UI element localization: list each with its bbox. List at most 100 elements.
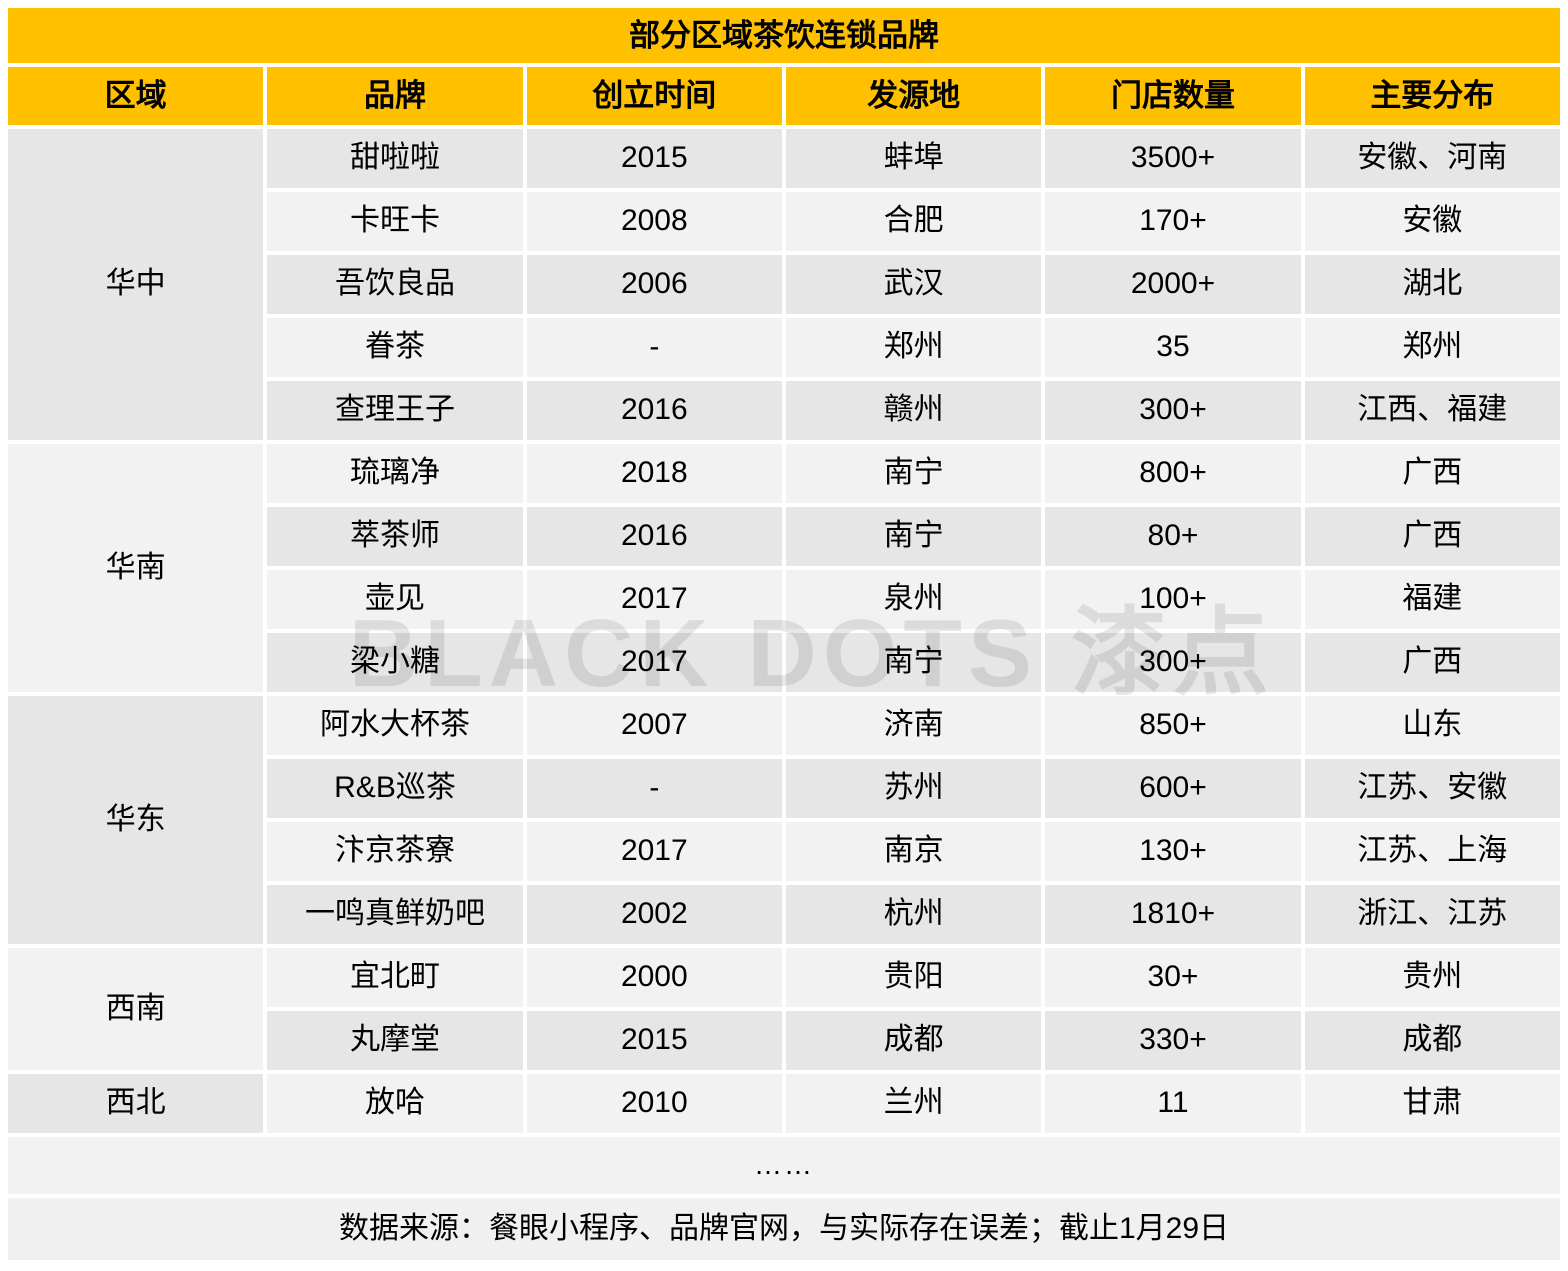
- region-cell-huanan: 华南: [8, 444, 264, 692]
- origin-cell: 蚌埠: [785, 129, 1042, 188]
- data-source-note: 数据来源：餐眼小程序、品牌官网，与实际存在误差；截止1月29日: [8, 1198, 1560, 1260]
- founded-cell: 2015: [526, 129, 782, 188]
- distribution-cell: 江苏、安徽: [1304, 759, 1560, 818]
- brand-cell: 放哈: [267, 1074, 523, 1133]
- distribution-cell: 广西: [1304, 444, 1560, 503]
- founded-cell: 2000: [526, 948, 782, 1007]
- region-cell-xibei: 西北: [8, 1074, 264, 1133]
- brand-cell: 梁小糖: [267, 633, 523, 692]
- table-row: 西南 宜北町 2000 贵阳 30+ 贵州: [8, 948, 1560, 1070]
- founded-cell: 2006: [526, 255, 782, 314]
- origin-cell: 南宁: [785, 444, 1042, 503]
- founded-cell: 2016: [526, 381, 782, 440]
- origin-cell: 杭州: [785, 885, 1042, 944]
- origin-cell: 南宁: [785, 633, 1042, 692]
- stores-cell: 1810+: [1045, 885, 1301, 944]
- origin-cell: 济南: [785, 696, 1042, 755]
- origin-cell: 合肥: [785, 192, 1042, 251]
- table-row: R&B巡茶 - 苏州 600+ 江苏、安徽: [8, 759, 1560, 818]
- table-row: 吾饮良品 2006 武汉 2000+ 湖北: [8, 255, 1560, 314]
- origin-cell: 南宁: [785, 507, 1042, 566]
- distribution-cell: 江苏、上海: [1304, 822, 1560, 881]
- founded-cell: -: [526, 318, 782, 377]
- founded-cell: 2015: [526, 1011, 782, 1070]
- distribution-cell: 山东: [1304, 696, 1560, 755]
- origin-cell: 成都: [785, 1011, 1042, 1070]
- distribution-cell: 浙江、江苏: [1304, 885, 1560, 944]
- source-row: 数据来源：餐眼小程序、品牌官网，与实际存在误差；截止1月29日: [8, 1198, 1560, 1260]
- table-title: 部分区域茶饮连锁品牌: [8, 8, 1560, 63]
- table-row: 汴京茶寮 2017 南京 130+ 江苏、上海: [8, 822, 1560, 881]
- founded-cell: 2018: [526, 444, 782, 503]
- origin-cell: 贵阳: [785, 948, 1042, 1007]
- distribution-cell: 贵州: [1304, 948, 1560, 1007]
- founded-cell: 2002: [526, 885, 782, 944]
- founded-cell: 2016: [526, 507, 782, 566]
- table-row: 华东 阿水大杯茶 2007 济南 850+ 山东: [8, 696, 1560, 944]
- table-row: 华南 琉璃净 2018 南宁 800+ 广西: [8, 444, 1560, 692]
- origin-cell: 南京: [785, 822, 1042, 881]
- origin-cell: 苏州: [785, 759, 1042, 818]
- founded-cell: 2017: [526, 633, 782, 692]
- brand-cell: 宜北町: [267, 948, 523, 1007]
- column-header-row: 区域 品牌 创立时间 发源地 门店数量 主要分布: [8, 67, 1560, 125]
- stores-cell: 170+: [1045, 192, 1301, 251]
- table-row: 眷茶 - 郑州 35 郑州: [8, 318, 1560, 377]
- origin-cell: 赣州: [785, 381, 1042, 440]
- origin-cell: 武汉: [785, 255, 1042, 314]
- stores-cell: 850+: [1045, 696, 1301, 755]
- founded-cell: 2010: [526, 1074, 782, 1133]
- stores-cell: 80+: [1045, 507, 1301, 566]
- brand-cell: 琉璃净: [267, 444, 523, 503]
- origin-cell: 泉州: [785, 570, 1042, 629]
- distribution-cell: 安徽: [1304, 192, 1560, 251]
- ellipsis-text: ……: [8, 1137, 1560, 1194]
- column-header-region: 区域: [8, 67, 264, 125]
- table-row: 西北 放哈 2010 兰州 11 甘肃: [8, 1074, 1560, 1133]
- stores-cell: 130+: [1045, 822, 1301, 881]
- stores-cell: 35: [1045, 318, 1301, 377]
- distribution-cell: 成都: [1304, 1011, 1560, 1070]
- table-row: 一鸣真鲜奶吧 2002 杭州 1810+ 浙江、江苏: [8, 885, 1560, 944]
- distribution-cell: 江西、福建: [1304, 381, 1560, 440]
- column-header-distribution: 主要分布: [1304, 67, 1560, 125]
- origin-cell: 郑州: [785, 318, 1042, 377]
- region-cell-huadong: 华东: [8, 696, 264, 944]
- column-header-stores: 门店数量: [1045, 67, 1301, 125]
- brand-cell: 壶见: [267, 570, 523, 629]
- table-row: 华中 甜啦啦 2015 蚌埠 3500+ 安徽、河南: [8, 129, 1560, 440]
- stores-cell: 30+: [1045, 948, 1301, 1007]
- region-cell-xinan: 西南: [8, 948, 264, 1070]
- distribution-cell: 郑州: [1304, 318, 1560, 377]
- stores-cell: 11: [1045, 1074, 1301, 1133]
- brand-cell: 吾饮良品: [267, 255, 523, 314]
- founded-cell: 2017: [526, 570, 782, 629]
- stores-cell: 600+: [1045, 759, 1301, 818]
- distribution-cell: 安徽、河南: [1304, 129, 1560, 188]
- stores-cell: 2000+: [1045, 255, 1301, 314]
- title-row: 部分区域茶饮连锁品牌: [8, 8, 1560, 63]
- ellipsis-row: ……: [8, 1137, 1560, 1194]
- column-header-origin: 发源地: [785, 67, 1042, 125]
- table-row: 壶见 2017 泉州 100+ 福建: [8, 570, 1560, 629]
- founded-cell: 2017: [526, 822, 782, 881]
- brand-cell: 萃茶师: [267, 507, 523, 566]
- column-header-brand: 品牌: [267, 67, 523, 125]
- stores-cell: 800+: [1045, 444, 1301, 503]
- brand-cell: 丸摩堂: [267, 1011, 523, 1070]
- brand-cell: 一鸣真鲜奶吧: [267, 885, 523, 944]
- stores-cell: 3500+: [1045, 129, 1301, 188]
- distribution-cell: 福建: [1304, 570, 1560, 629]
- region-cell-huazhong: 华中: [8, 129, 264, 440]
- stores-cell: 300+: [1045, 381, 1301, 440]
- table-row: 萃茶师 2016 南宁 80+ 广西: [8, 507, 1560, 566]
- stores-cell: 330+: [1045, 1011, 1301, 1070]
- distribution-cell: 甘肃: [1304, 1074, 1560, 1133]
- founded-cell: 2008: [526, 192, 782, 251]
- regional-tea-brands-table: 部分区域茶饮连锁品牌 区域 品牌 创立时间 发源地 门店数量 主要分布 华中 甜…: [4, 4, 1564, 1264]
- table-row: 查理王子 2016 赣州 300+ 江西、福建: [8, 381, 1560, 440]
- table-row: 梁小糖 2017 南宁 300+ 广西: [8, 633, 1560, 692]
- origin-cell: 兰州: [785, 1074, 1042, 1133]
- distribution-cell: 广西: [1304, 633, 1560, 692]
